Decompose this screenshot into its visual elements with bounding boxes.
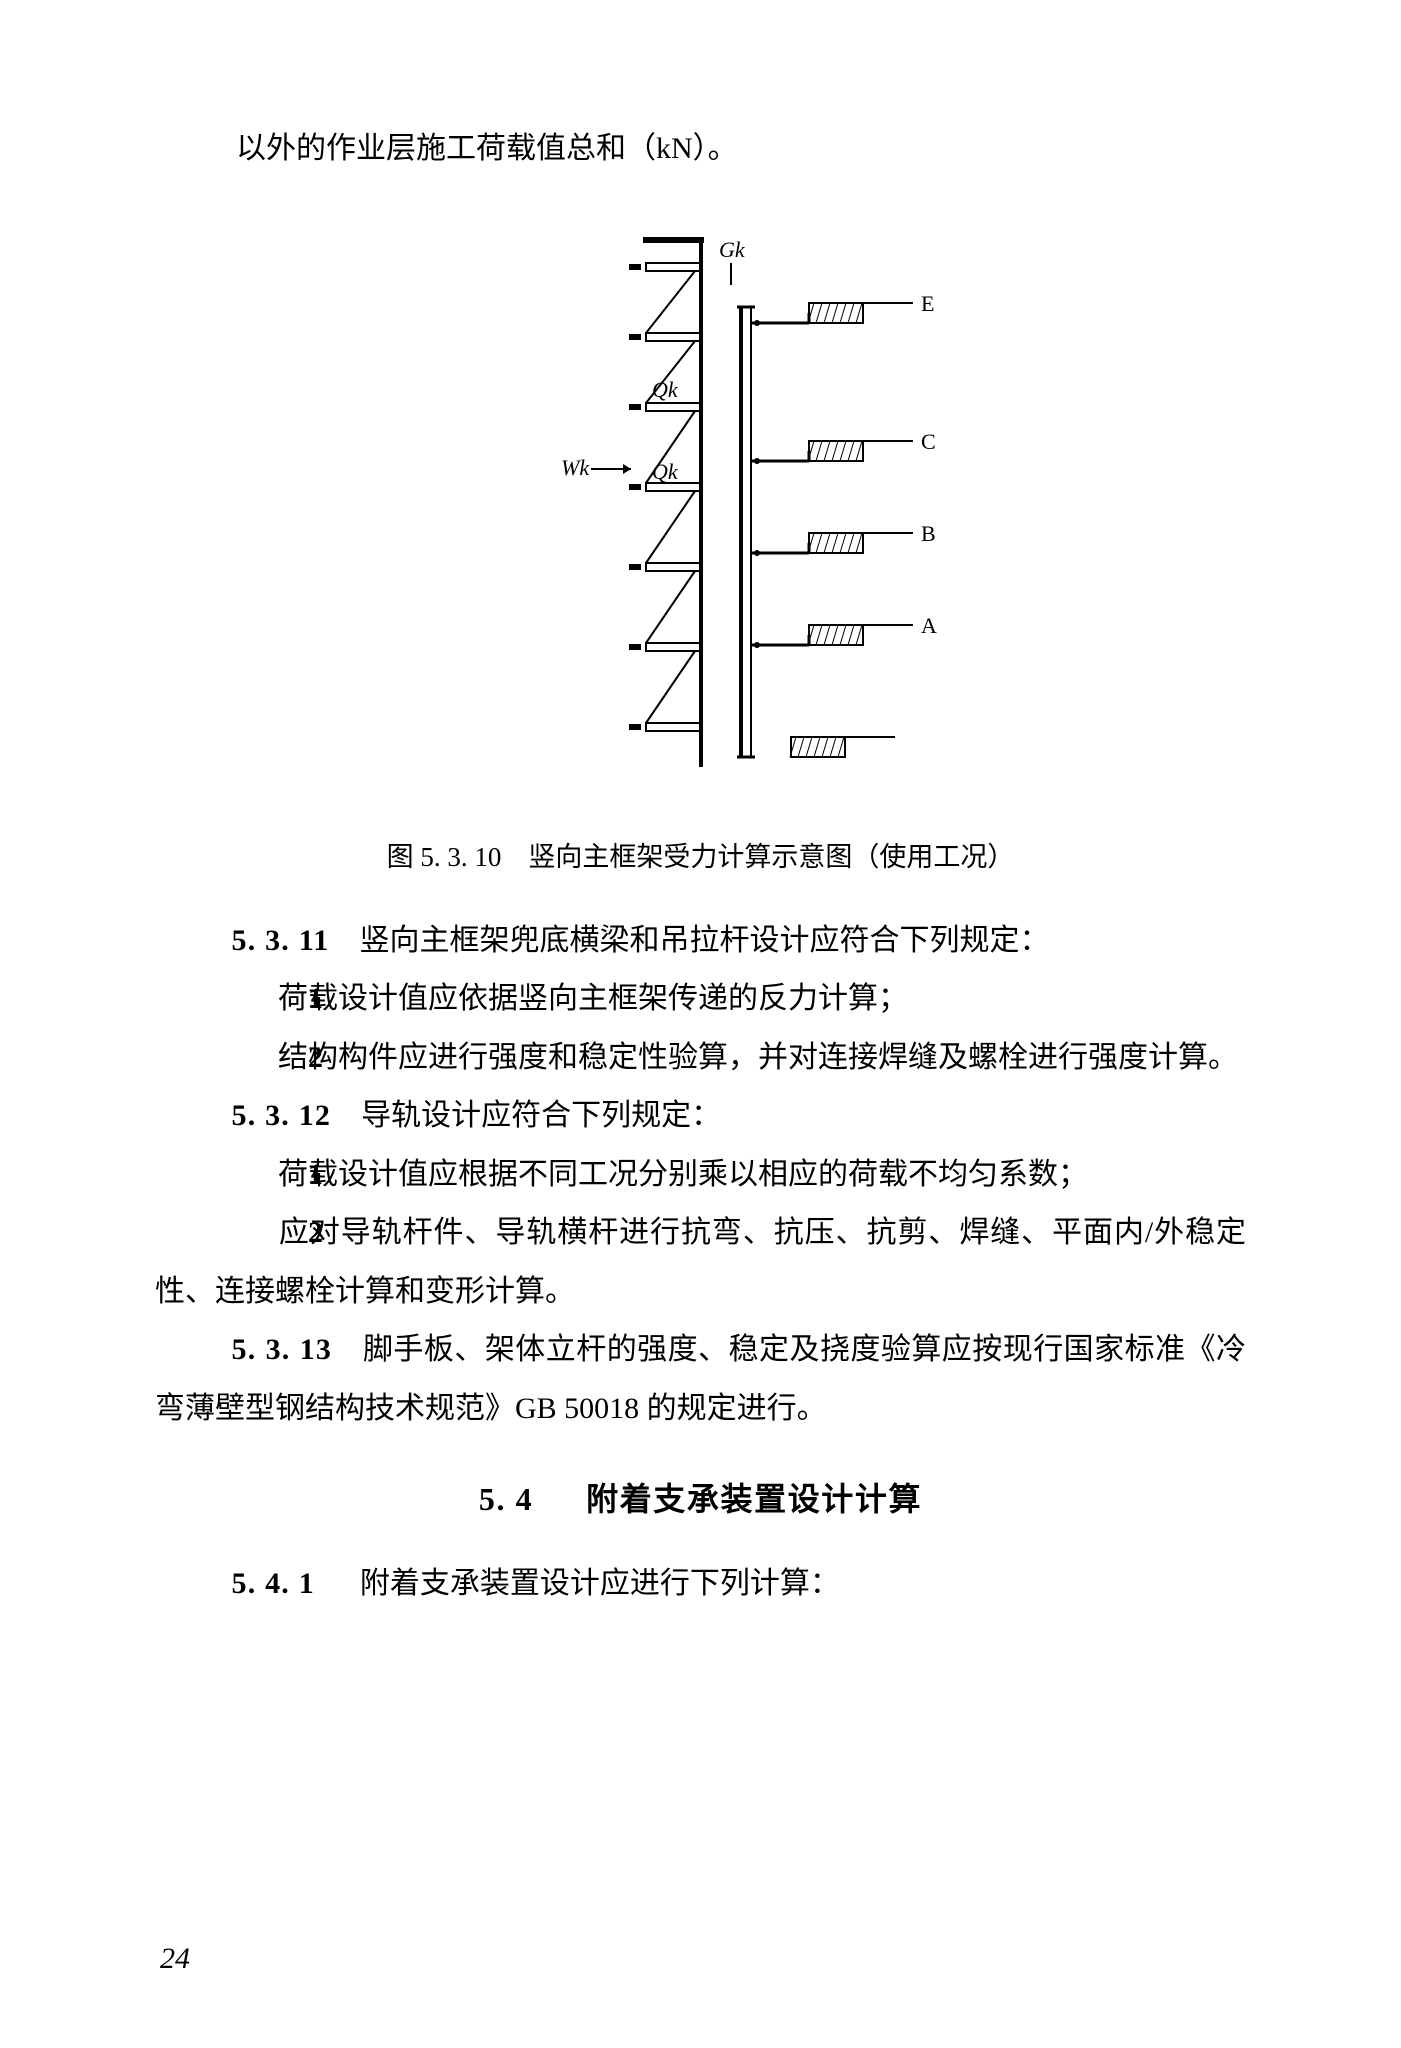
svg-text:Qk: Qk bbox=[652, 459, 679, 484]
svg-text:Wk: Wk bbox=[561, 455, 590, 480]
subitem-text: 结构构件应进行强度和稳定性验算，并对连接焊缝及螺栓进行强度计算。 bbox=[278, 1041, 1238, 1074]
section-title-text: 附着支承装置设计计算 bbox=[586, 1481, 922, 1517]
subitem-index: 1 bbox=[232, 1146, 279, 1205]
clause: 5. 3. 12 导轨设计应符合下列规定： bbox=[155, 1087, 1246, 1146]
subitem-text: 荷载设计值应依据竖向主框架传递的反力计算； bbox=[278, 982, 908, 1015]
svg-text:C: C bbox=[921, 429, 936, 454]
svg-text:E: E bbox=[921, 291, 934, 316]
section-num: 5. 4 bbox=[479, 1481, 533, 1517]
clause-text: 竖向主框架兜底横梁和吊拉杆设计应符合下列规定： bbox=[359, 924, 1049, 957]
clause-5-4-1: 5. 4. 1 附着支承装置设计应进行下列计算： bbox=[155, 1555, 1246, 1614]
clause-num: 5. 3. 12 bbox=[232, 1099, 332, 1132]
svg-text:B: B bbox=[921, 521, 936, 546]
svg-text:Qk: Qk bbox=[652, 377, 679, 402]
clause-subitem: 2应对导轨杆件、导轨横杆进行抗弯、抗压、抗剪、焊缝、平面内/外稳定性、连接螺栓计… bbox=[155, 1204, 1246, 1321]
subitem-text: 荷载设计值应根据不同工况分别乘以相应的荷载不均匀系数； bbox=[278, 1158, 1088, 1191]
figure-svg: Gk Qk Qk Wk E C B A bbox=[441, 197, 961, 797]
clause: 5. 3. 11 竖向主框架兜底横梁和吊拉杆设计应符合下列规定： bbox=[155, 912, 1246, 971]
clause-subitem: 1荷载设计值应根据不同工况分别乘以相应的荷载不均匀系数； bbox=[155, 1146, 1246, 1205]
figure-5-3-10: Gk Qk Qk Wk E C B A bbox=[155, 197, 1246, 818]
intro-continuation-text: 以外的作业层施工荷载值总和（kN）。 bbox=[155, 120, 1246, 179]
subitem-index: 2 bbox=[232, 1029, 279, 1088]
subitem-index: 2 bbox=[232, 1204, 279, 1263]
section-5-4-title: 5. 4 附着支承装置设计计算 bbox=[155, 1468, 1246, 1530]
page-number: 24 bbox=[160, 1930, 190, 1989]
clause-text: 附着支承装置设计应进行下列计算： bbox=[360, 1567, 840, 1600]
clause-text: 导轨设计应符合下列规定： bbox=[361, 1099, 721, 1132]
clause-num: 5. 3. 11 bbox=[232, 924, 330, 957]
clause-num: 5. 4. 1 bbox=[232, 1567, 315, 1600]
svg-text:Gk: Gk bbox=[719, 237, 746, 262]
clauses-container: 5. 3. 11 竖向主框架兜底横梁和吊拉杆设计应符合下列规定：1荷载设计值应依… bbox=[155, 912, 1246, 1439]
clause-num: 5. 3. 13 bbox=[232, 1333, 333, 1366]
clause: 5. 3. 13 脚手板、架体立杆的强度、稳定及挠度验算应按现行国家标准《冷弯薄… bbox=[155, 1321, 1246, 1438]
figure-caption: 图 5. 3. 10 竖向主框架受力计算示意图（使用工况） bbox=[155, 831, 1246, 884]
subitem-index: 1 bbox=[232, 970, 279, 1029]
clause-subitem: 2结构构件应进行强度和稳定性验算，并对连接焊缝及螺栓进行强度计算。 bbox=[155, 1029, 1246, 1088]
svg-text:A: A bbox=[921, 613, 937, 638]
clause-subitem: 1荷载设计值应依据竖向主框架传递的反力计算； bbox=[155, 970, 1246, 1029]
